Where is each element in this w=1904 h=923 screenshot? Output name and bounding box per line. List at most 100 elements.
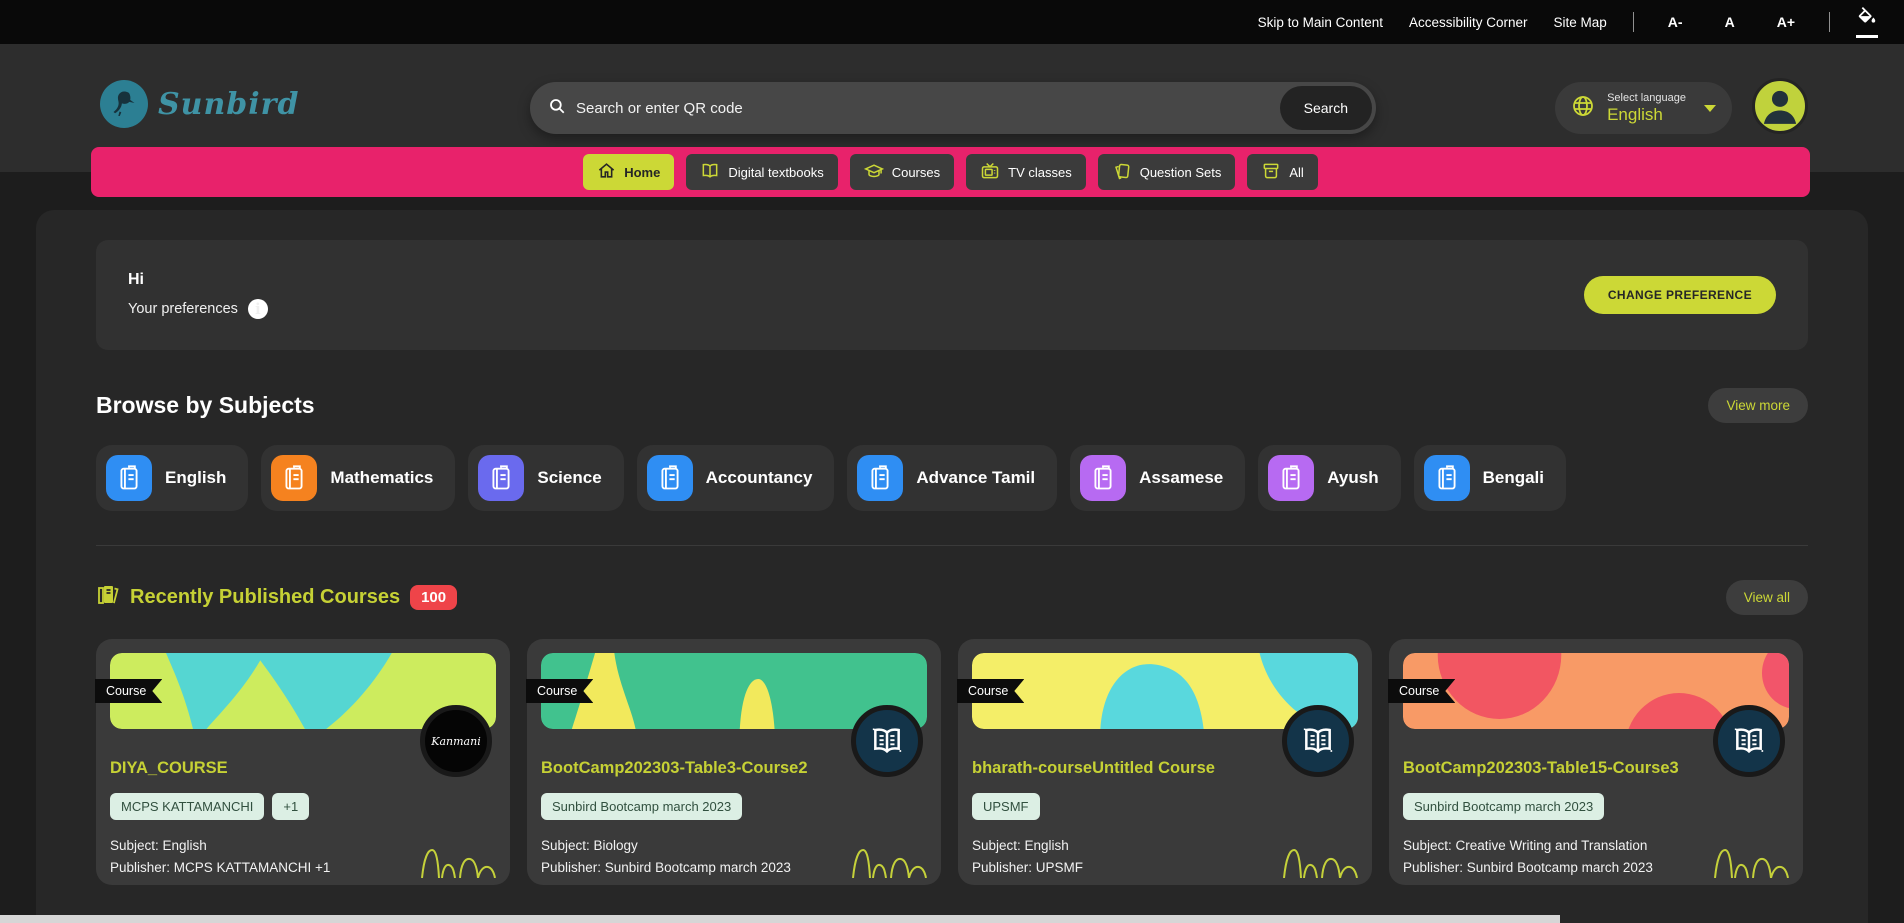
divider [1632, 12, 1634, 32]
info-icon[interactable]: i [247, 299, 268, 319]
preferences-panel: Hi Your preferences i CHANGE PREFERENCE [96, 240, 1808, 350]
course-ribbon: Course [957, 679, 1024, 703]
horizontal-scrollbar[interactable] [0, 915, 1904, 923]
nav-digital-textbooks-button[interactable]: Digital textbooks [686, 154, 838, 190]
course-cards-row: Course Kanmani DIYA_COURSE MCPS KATTAMAN… [96, 639, 1808, 885]
sunbird-bird-icon [100, 80, 148, 128]
preferences-label: Your preferences [128, 301, 238, 317]
course-title: bharath-courseUntitled Course [972, 759, 1215, 777]
view-all-button[interactable]: View all [1725, 580, 1808, 615]
search-button[interactable]: Search [1279, 86, 1372, 130]
language-selector[interactable]: Select language English [1555, 82, 1732, 134]
course-publisher: Publisher: UPSMF [972, 860, 1084, 876]
search-input[interactable] [576, 99, 1280, 117]
subject-chip-bengali[interactable]: Bengali [1413, 445, 1566, 511]
nav-all-button[interactable]: All [1247, 154, 1318, 190]
font-increase-button[interactable]: A+ [1776, 14, 1795, 30]
book-icon [106, 455, 152, 501]
course-card[interactable]: Course BootCamp202303-Table15-Course3 Su… [1389, 639, 1803, 885]
chevron-down-icon [1704, 104, 1716, 112]
open-book-icon [700, 161, 720, 184]
course-subject: Subject: English [110, 838, 207, 853]
course-card[interactable]: Course Kanmani DIYA_COURSE MCPS KATTAMAN… [96, 639, 510, 885]
course-subject: Subject: English [972, 838, 1069, 853]
course-card[interactable]: Course BootCamp202303-Table3-Course2 Sun… [527, 639, 941, 885]
language-selected: English [1607, 104, 1663, 124]
subject-chip-advance-tamil[interactable]: Advance Tamil [847, 445, 1058, 511]
org-chip-more: +1 [272, 793, 310, 820]
course-title: DIYA_COURSE [110, 759, 228, 777]
brand-name: Sunbird [158, 86, 300, 122]
course-ribbon: Course [1388, 679, 1455, 703]
theme-color-button[interactable] [1856, 6, 1878, 38]
org-chip: UPSMF [972, 793, 1040, 820]
grass-doodle-icon [851, 834, 929, 883]
divider [1829, 12, 1830, 32]
search-icon [548, 97, 566, 120]
nav-courses-button[interactable]: Courses [849, 154, 955, 190]
search-bar: Search [530, 82, 1376, 134]
publisher-logo-badge: Kanmani [420, 705, 492, 777]
sunbird-logo[interactable]: Sunbird [100, 80, 299, 128]
change-preference-button[interactable]: CHANGE PREFERENCE [1583, 276, 1776, 314]
nav-home-button[interactable]: Home [583, 154, 675, 190]
course-title: BootCamp202303-Table15-Course3 [1403, 759, 1679, 777]
all-content-icon [1261, 161, 1281, 184]
book-icon [1423, 455, 1470, 501]
subject-chip-ayush[interactable]: Ayush [1258, 445, 1401, 511]
course-banner-art [541, 653, 927, 729]
subject-chip-science[interactable]: Science [468, 445, 624, 511]
course-ribbon: Course [526, 679, 593, 703]
book-icon [646, 455, 693, 501]
subjects-title: Browse by Subjects [96, 392, 315, 418]
course-book-badge [1282, 705, 1354, 777]
grass-doodle-icon [1713, 834, 1791, 883]
course-publisher: Publisher: Sunbird Bootcamp march 2023 [1403, 860, 1653, 876]
globe-icon [1571, 94, 1595, 123]
courses-title: Recently Published Courses [130, 586, 401, 608]
course-card[interactable]: Course bharath-courseUntitled Course UPS… [958, 639, 1372, 885]
view-more-button[interactable]: View more [1708, 388, 1808, 423]
org-chip: MCPS KATTAMANCHI [110, 793, 265, 820]
courses-header: Recently Published Courses 100 View all [96, 580, 1808, 615]
profile-avatar[interactable] [1752, 78, 1808, 134]
paint-bucket-icon [1856, 6, 1878, 34]
main-content: Hi Your preferences i CHANGE PREFERENCE … [36, 210, 1868, 923]
grass-doodle-icon [420, 834, 498, 883]
subject-chip-mathematics[interactable]: Mathematics [261, 445, 456, 511]
font-reset-button[interactable]: A [1724, 14, 1735, 30]
course-publisher: Publisher: Sunbird Bootcamp march 2023 [541, 860, 791, 876]
book-icon [1080, 455, 1127, 501]
home-icon [597, 161, 616, 183]
nav-question-sets-button[interactable]: Question Sets [1097, 154, 1236, 190]
nav-tv-classes-button[interactable]: TV classes [966, 154, 1086, 190]
course-book-badge [1713, 705, 1785, 777]
subject-chip-assamese[interactable]: Assamese [1070, 445, 1246, 511]
primary-nav: Home Digital textbooks Courses TV classe… [91, 147, 1810, 197]
scrollbar-thumb[interactable] [0, 915, 1560, 923]
skip-to-main-link[interactable]: Skip to Main Content [1257, 14, 1383, 30]
theme-underline [1856, 34, 1878, 38]
accessibility-corner-link[interactable]: Accessibility Corner [1408, 14, 1528, 30]
courses-count-badge: 100 [410, 585, 458, 610]
subject-chip-accountancy[interactable]: Accountancy [636, 445, 835, 511]
course-banner-art [1403, 653, 1789, 729]
course-book-badge [851, 705, 923, 777]
course-subject: Subject: Creative Writing and Translatio… [1403, 838, 1648, 853]
course-publisher: Publisher: MCPS KATTAMANCHI +1 [110, 860, 331, 876]
font-decrease-button[interactable]: A- [1667, 14, 1683, 30]
book-icon [1268, 455, 1315, 501]
grass-doodle-icon [1282, 834, 1360, 883]
book-icon [271, 455, 318, 501]
sitemap-link[interactable]: Site Map [1553, 14, 1607, 30]
org-chip: Sunbird Bootcamp march 2023 [541, 793, 743, 820]
graduation-cap-icon [863, 161, 884, 184]
greeting-text: Hi [128, 271, 144, 288]
tv-icon [980, 161, 1000, 184]
org-chip: Sunbird Bootcamp march 2023 [1403, 793, 1605, 820]
course-subject: Subject: Biology [541, 838, 638, 853]
subjects-header: Browse by Subjects View more [96, 388, 1808, 423]
subject-chip-english[interactable]: English [96, 445, 249, 511]
top-utility-bar: Skip to Main Content Accessibility Corne… [0, 0, 1904, 44]
question-sets-icon [1112, 161, 1132, 184]
